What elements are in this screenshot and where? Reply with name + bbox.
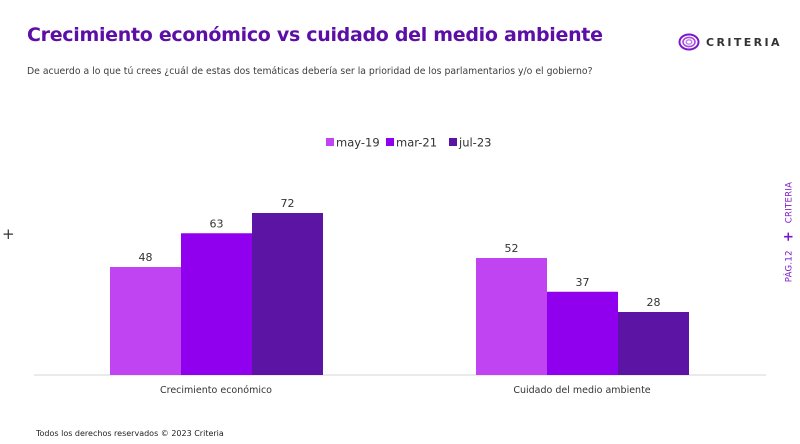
legend-label: may-19 bbox=[336, 136, 380, 150]
legend-swatch-may-19 bbox=[326, 138, 334, 146]
bar-may-19-2 bbox=[476, 258, 547, 375]
bar-jul-23-1 bbox=[252, 213, 323, 375]
criteria-logo-icon bbox=[678, 33, 700, 51]
data-label: 37 bbox=[576, 276, 590, 289]
copyright-footer: Todos los derechos reservados © 2023 Cri… bbox=[36, 429, 224, 438]
bar-mar-21-2 bbox=[547, 291, 618, 375]
data-label: 72 bbox=[281, 197, 295, 210]
category-label: Crecimiento económico bbox=[160, 385, 272, 396]
legend-label: mar-21 bbox=[396, 136, 437, 150]
bar-jul-23-2 bbox=[618, 312, 689, 375]
survey-question: De acuerdo a lo que tú crees ¿cuál de es… bbox=[27, 66, 593, 77]
bar-may-19-1 bbox=[110, 267, 181, 375]
bar-mar-21-1 bbox=[181, 233, 252, 375]
data-label: 52 bbox=[505, 242, 519, 255]
criteria-logo: CRITERIA bbox=[678, 32, 782, 52]
page-title: Crecimiento económico vs cuidado del med… bbox=[27, 24, 603, 46]
data-label: 28 bbox=[647, 296, 661, 309]
category-label: Cuidado del medio ambiente bbox=[513, 385, 650, 396]
legend-swatch-jul-23 bbox=[449, 138, 457, 146]
plus-decoration: + bbox=[2, 225, 15, 243]
data-label: 63 bbox=[210, 217, 224, 230]
legend-label: jul-23 bbox=[458, 136, 491, 150]
logo-text: CRITERIA bbox=[706, 35, 782, 49]
data-label: 48 bbox=[139, 251, 153, 264]
legend-swatch-mar-21 bbox=[386, 138, 394, 146]
